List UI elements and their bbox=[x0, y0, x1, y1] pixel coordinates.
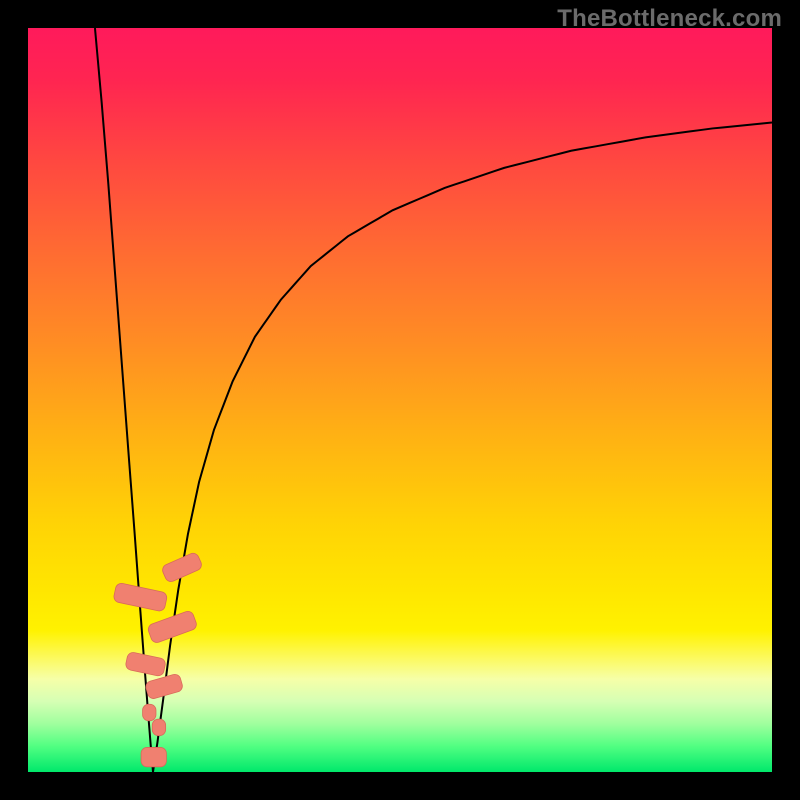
chart-svg bbox=[0, 0, 800, 800]
marker-pill bbox=[141, 747, 166, 766]
marker-pill bbox=[143, 704, 156, 720]
watermark-text: TheBottleneck.com bbox=[557, 5, 782, 33]
marker-pill bbox=[152, 719, 165, 735]
bottleneck-chart: TheBottleneck.com bbox=[0, 0, 800, 800]
